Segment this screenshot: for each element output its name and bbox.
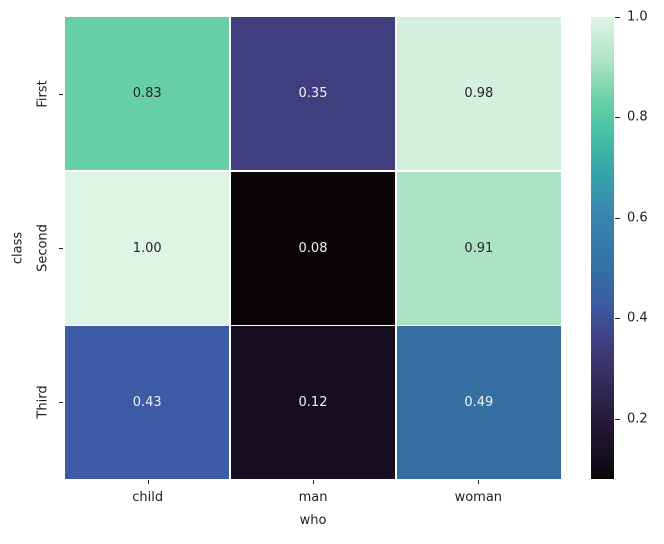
y-tick-label: First	[35, 80, 51, 108]
cell-value: 0.43	[132, 395, 162, 410]
colorbar-tick-label: 0.6	[627, 210, 648, 226]
y-tick-mark	[59, 248, 63, 249]
cell-value: 0.35	[298, 86, 328, 101]
cell-value: 0.98	[464, 86, 494, 101]
y-axis-title: class	[10, 231, 26, 265]
heatmap-cell: 0.49	[396, 326, 561, 479]
cell-value: 0.91	[464, 240, 494, 256]
y-tick-label: Second	[35, 224, 51, 272]
y-tick-mark	[59, 94, 63, 95]
heatmap-grid: 0.83 0.35 0.98 1.00 0.08 0.91 0.43 0.12 0.49	[65, 17, 561, 479]
colorbar-tick-mark	[615, 17, 620, 18]
colorbar-tick-label: 0.2	[627, 411, 648, 427]
heatmap-cell: 0.98	[396, 17, 561, 170]
colorbar-tick-label: 0.4	[627, 310, 648, 326]
heatmap-cell: 0.12	[230, 326, 396, 479]
heatmap-cell: 0.43	[65, 326, 230, 479]
heatmap-cell: 0.83	[65, 17, 230, 170]
colorbar-tick-mark	[615, 318, 620, 320]
colorbar	[591, 17, 614, 479]
x-tick-label: child	[132, 490, 164, 505]
cell-value: 1.00	[132, 240, 162, 256]
y-tick-label: Third	[35, 385, 51, 419]
cell-value: 0.08	[298, 240, 328, 256]
colorbar-tick-mark	[615, 217, 620, 219]
x-tick-mark	[313, 480, 314, 484]
heatmap-cell: 0.08	[230, 171, 396, 325]
cell-value: 0.49	[464, 395, 494, 410]
x-tick-label: woman	[454, 490, 503, 505]
x-axis-title: who	[299, 513, 327, 528]
heatmap-cell: 0.91	[396, 171, 561, 325]
colorbar-tick-label: 1.0	[627, 9, 648, 25]
colorbar-tick-mark	[615, 117, 620, 119]
x-tick-mark	[478, 480, 480, 484]
heatmap-cell: 0.35	[230, 17, 396, 170]
y-tick-mark	[59, 402, 63, 403]
colorbar-tick-label: 0.8	[627, 109, 648, 125]
x-tick-label: man	[298, 490, 328, 505]
cell-value: 0.12	[298, 395, 328, 410]
x-tick-mark	[147, 480, 149, 484]
colorbar-tick-mark	[615, 418, 620, 420]
cell-value: 0.83	[132, 86, 162, 101]
heatmap-cell: 1.00	[65, 171, 230, 325]
